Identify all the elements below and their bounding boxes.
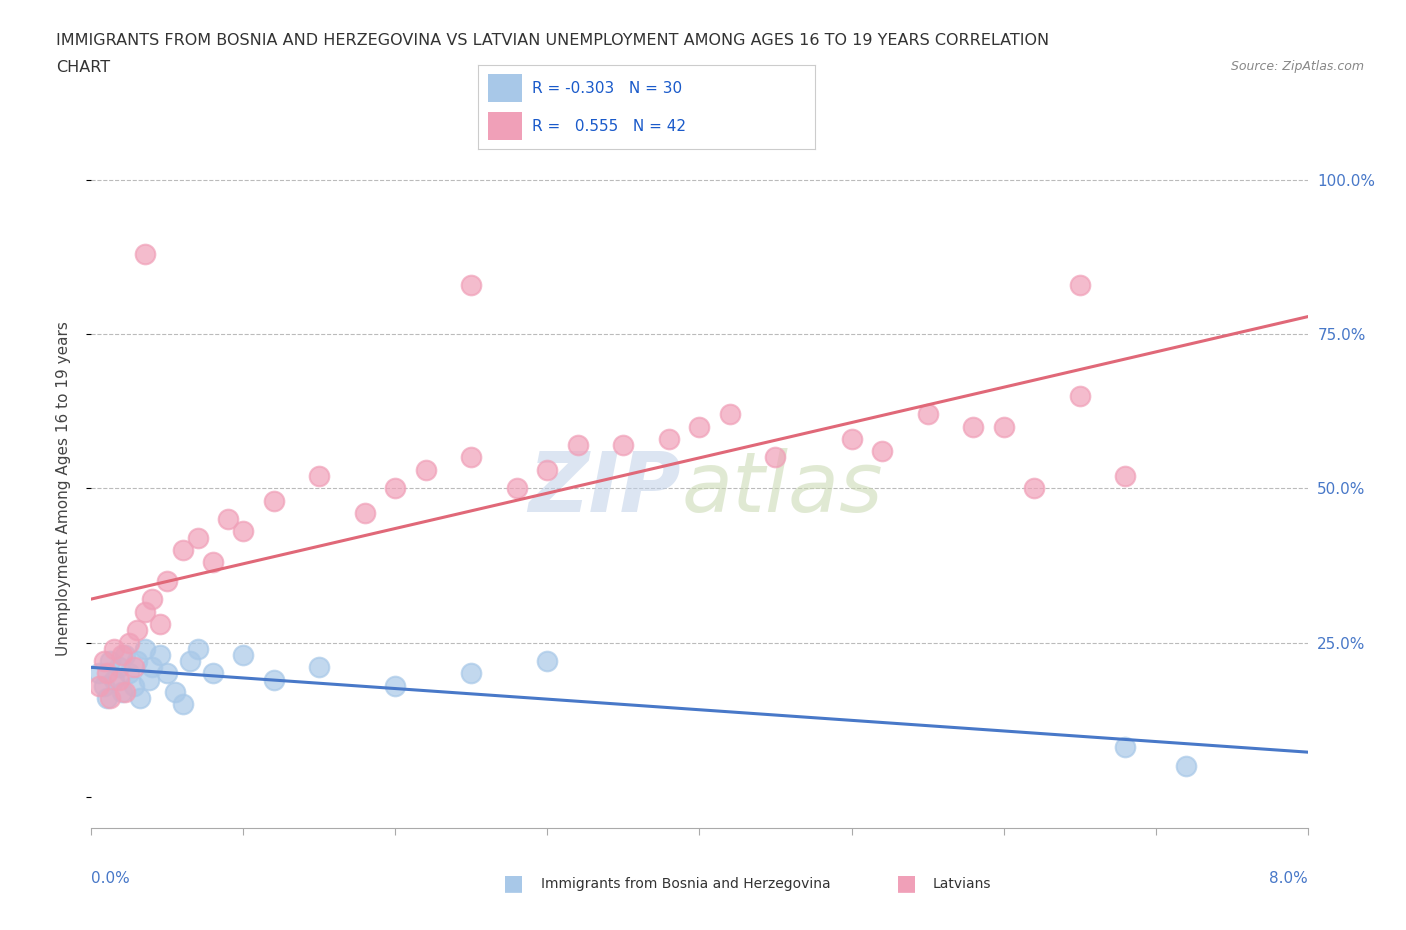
Point: [118, 666, 141, 681]
Point: [460, 450, 482, 465]
Point: [460, 277, 482, 292]
Text: R = -0.303   N = 30: R = -0.303 N = 30: [531, 81, 682, 96]
Point: [111, 684, 134, 699]
Point: [103, 672, 125, 687]
Point: [1069, 388, 1091, 403]
Text: CHART: CHART: [56, 60, 110, 75]
Y-axis label: Unemployment Among Ages 16 to 19 years: Unemployment Among Ages 16 to 19 years: [56, 321, 70, 656]
Point: [1069, 277, 1091, 292]
Text: ■: ■: [503, 873, 523, 894]
Point: [354, 506, 377, 521]
Point: [122, 678, 145, 693]
Point: [202, 666, 225, 681]
Point: [536, 654, 558, 669]
Point: [93, 654, 115, 669]
Point: [263, 672, 285, 687]
Point: [98, 691, 121, 706]
Point: [841, 432, 863, 446]
Point: [658, 432, 681, 446]
Point: [384, 678, 406, 693]
Point: [1114, 740, 1136, 755]
Point: [536, 462, 558, 477]
Text: 0.0%: 0.0%: [91, 870, 131, 886]
Point: [118, 635, 141, 650]
Point: [96, 666, 118, 681]
Point: [765, 450, 787, 465]
Point: [202, 555, 225, 570]
Point: [612, 438, 634, 453]
Point: [93, 678, 115, 693]
Point: [506, 481, 529, 496]
Point: [308, 469, 330, 484]
Point: [134, 246, 156, 261]
Point: [138, 672, 160, 687]
Point: [122, 659, 145, 674]
Point: [125, 623, 148, 638]
Point: [917, 406, 939, 421]
Point: [96, 691, 118, 706]
Point: [103, 642, 125, 657]
Text: atlas: atlas: [682, 447, 883, 529]
Point: [149, 647, 172, 662]
Point: [1114, 469, 1136, 484]
Point: [308, 659, 330, 674]
Point: [129, 691, 152, 706]
Text: ZIP: ZIP: [529, 447, 682, 529]
Point: [187, 642, 209, 657]
Point: [134, 642, 156, 657]
Point: [1022, 481, 1045, 496]
Point: [87, 666, 110, 681]
Point: [217, 512, 239, 526]
Point: [156, 574, 179, 589]
Point: [98, 654, 121, 669]
Point: [107, 659, 129, 674]
Point: [718, 406, 741, 421]
Point: [114, 647, 136, 662]
Point: [460, 666, 482, 681]
Point: [993, 419, 1015, 434]
Text: Latvians: Latvians: [932, 876, 991, 891]
Text: Source: ZipAtlas.com: Source: ZipAtlas.com: [1230, 60, 1364, 73]
Point: [107, 672, 129, 687]
Point: [125, 654, 148, 669]
Point: [172, 542, 194, 557]
Point: [87, 678, 110, 693]
Point: [870, 444, 893, 458]
Point: [263, 493, 285, 508]
Text: 8.0%: 8.0%: [1268, 870, 1308, 886]
Point: [163, 684, 186, 699]
Bar: [488, 112, 522, 140]
Point: [179, 654, 201, 669]
Point: [172, 697, 194, 711]
Point: [688, 419, 710, 434]
Point: [567, 438, 589, 453]
Text: IMMIGRANTS FROM BOSNIA AND HERZEGOVINA VS LATVIAN UNEMPLOYMENT AMONG AGES 16 TO : IMMIGRANTS FROM BOSNIA AND HERZEGOVINA V…: [56, 33, 1049, 47]
Text: ■: ■: [897, 873, 917, 894]
Point: [232, 524, 254, 538]
Point: [232, 647, 254, 662]
Point: [134, 604, 156, 619]
Point: [149, 617, 172, 631]
Point: [962, 419, 984, 434]
Bar: [488, 74, 522, 102]
Point: [114, 684, 136, 699]
Point: [1175, 759, 1198, 774]
Point: [141, 591, 163, 606]
Point: [384, 481, 406, 496]
Point: [187, 530, 209, 545]
Point: [141, 659, 163, 674]
Point: [415, 462, 437, 477]
Text: R =   0.555   N = 42: R = 0.555 N = 42: [531, 119, 686, 134]
Point: [156, 666, 179, 681]
Point: [111, 647, 134, 662]
Text: Immigrants from Bosnia and Herzegovina: Immigrants from Bosnia and Herzegovina: [541, 876, 831, 891]
